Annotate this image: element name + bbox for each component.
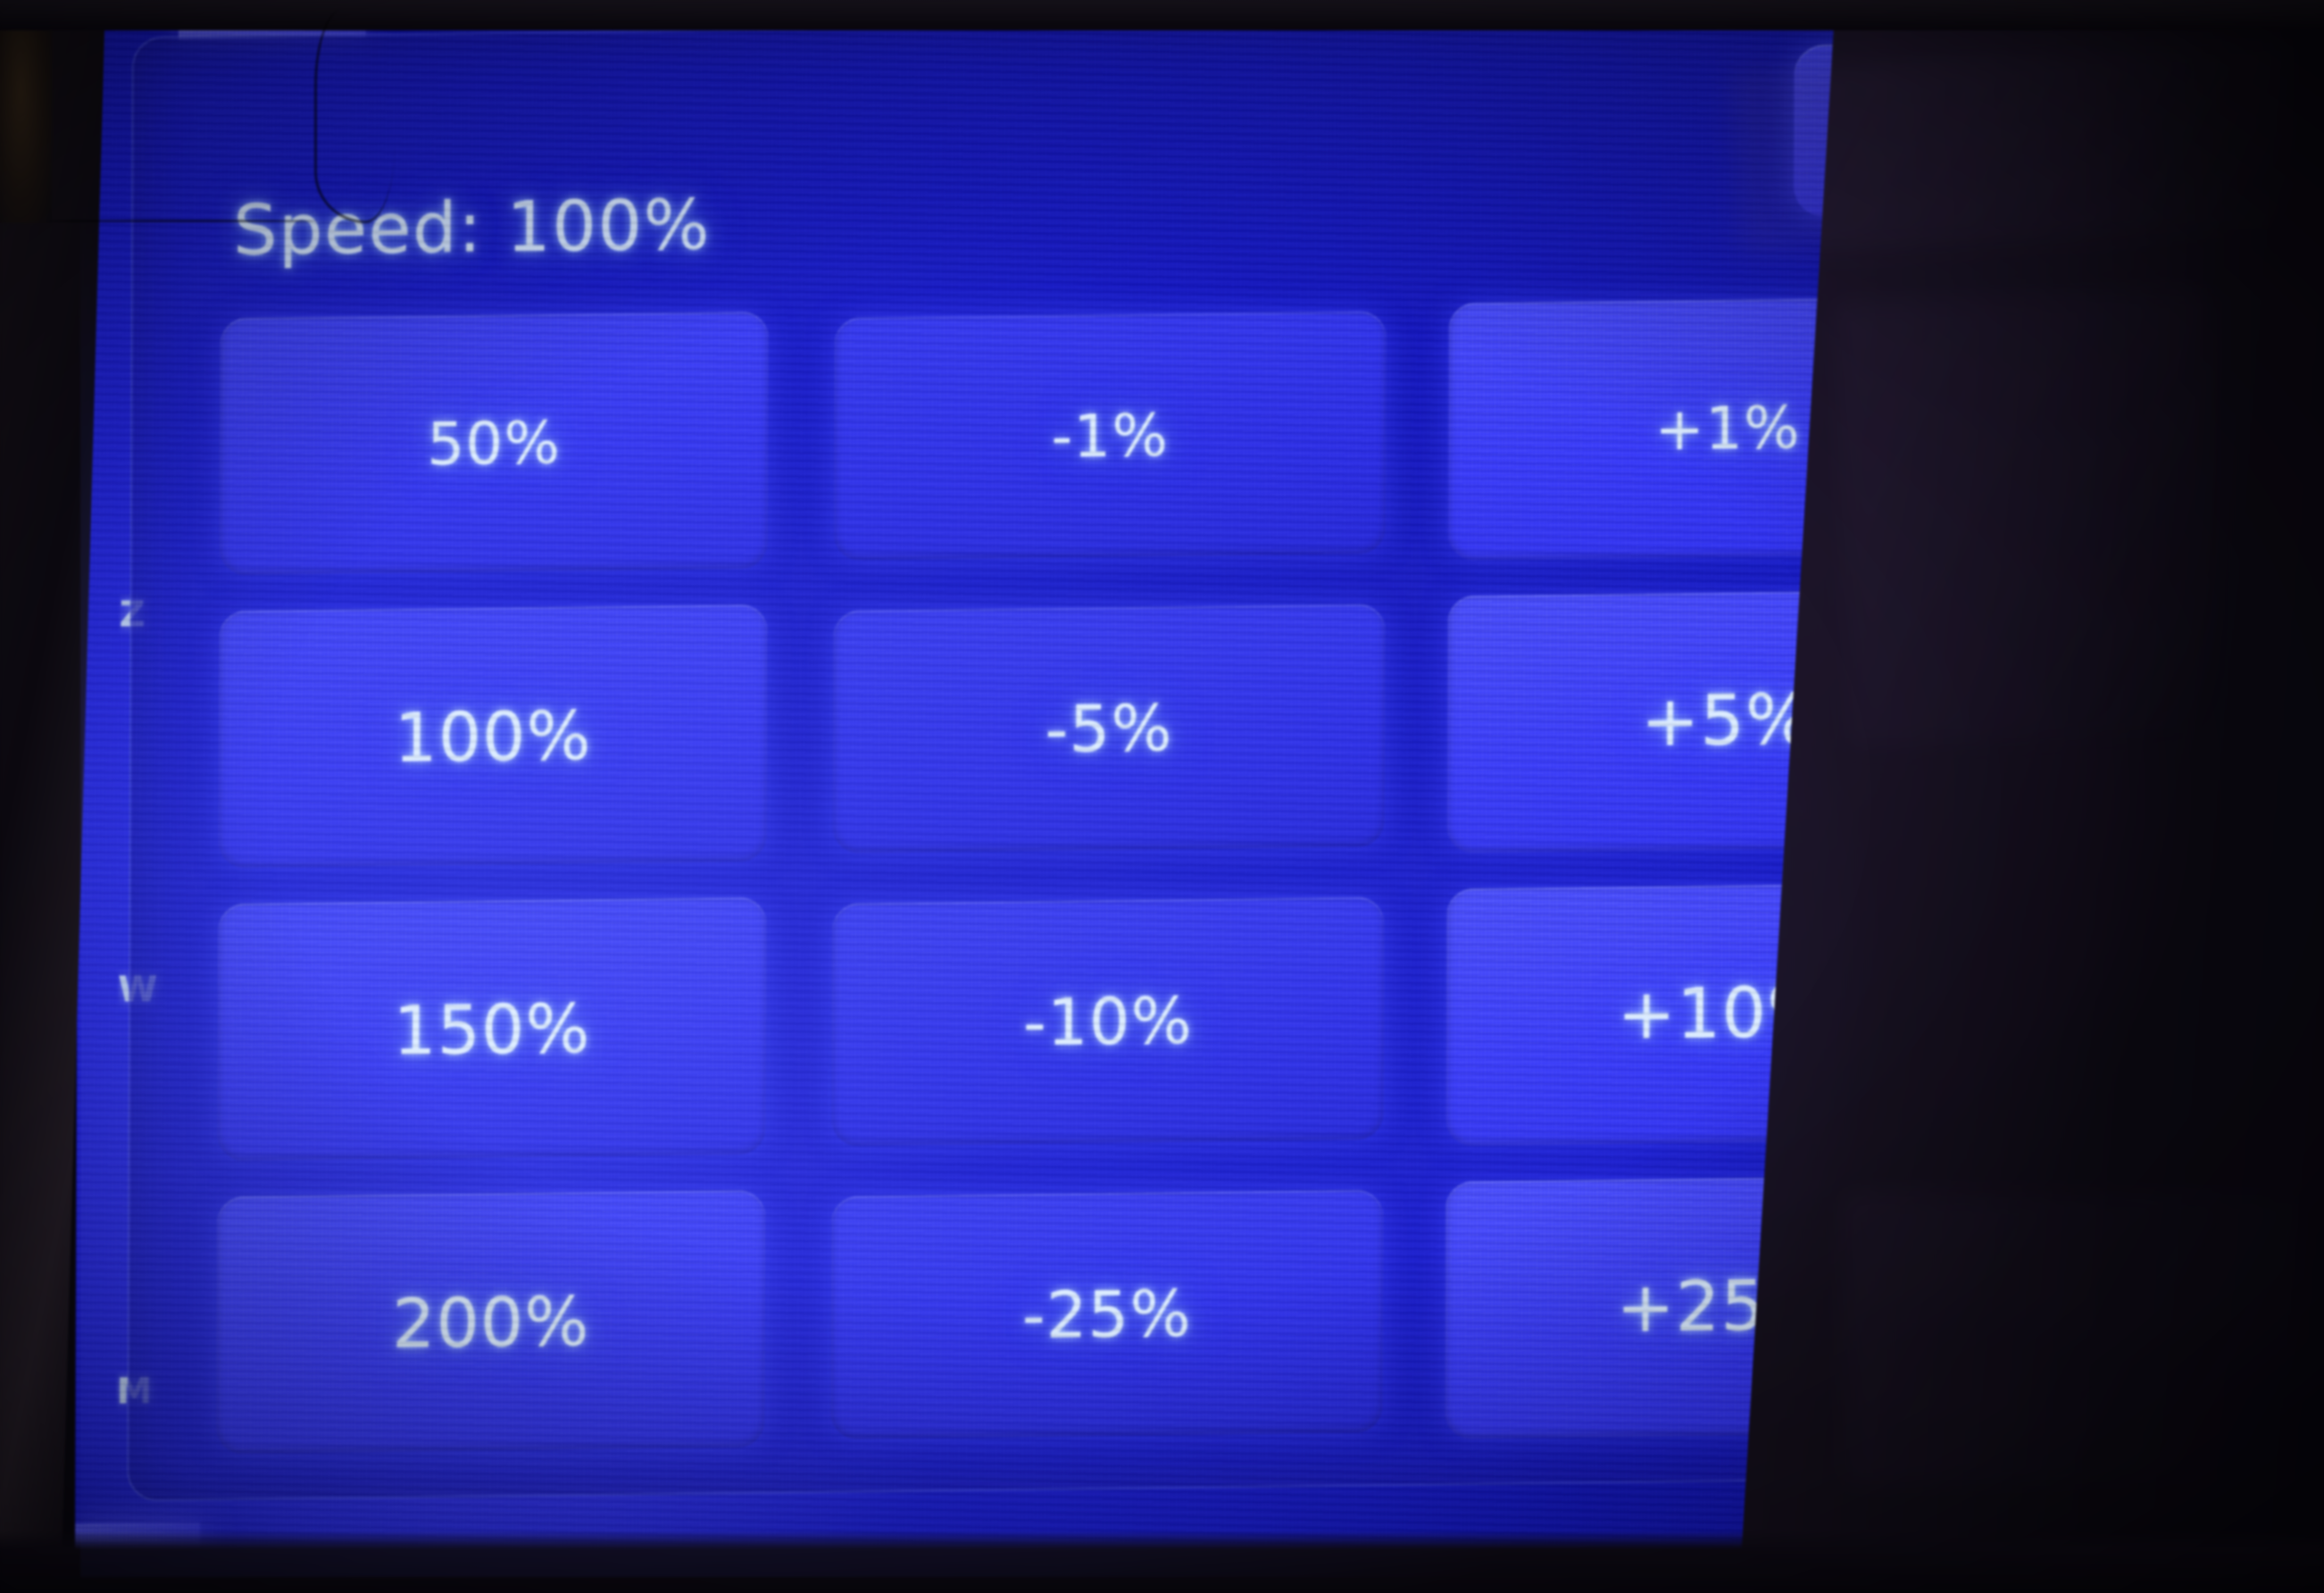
speed-button-label: -10% [1022,982,1194,1061]
speed-button-label: 150% [393,988,591,1071]
speed-button-label: 50% [427,407,562,479]
speed-decrement-5-button[interactable]: -5% [832,604,1386,854]
dialog-title: Speed: 100% [232,185,712,271]
speed-button-label: +5% [1640,680,1813,763]
speed-button-label: 200% [392,1280,590,1364]
speed-preset-100-button[interactable]: 100% [218,604,768,869]
speed-decrement-10-button[interactable]: -10% [831,897,1385,1147]
speed-preset-200-button[interactable]: 200% [216,1189,766,1455]
speed-button-label: +1% [1654,392,1801,463]
speed-button-label: -1% [1051,400,1170,471]
speed-decrement-25-button[interactable]: -25% [830,1189,1384,1439]
speed-button-label: -25% [1021,1275,1192,1354]
bezel-warm-highlight [0,18,52,223]
speed-decrement-1-button[interactable]: -1% [833,311,1387,561]
dialog-header: Speed: 100% [133,15,2086,307]
device-bezel-top [0,0,2324,30]
speed-preset-150-button[interactable]: 150% [217,897,767,1162]
speed-button-grid: 50% -1% +1% 100% -5% +5% [184,283,2032,1466]
speed-button-label: 100% [394,695,592,778]
device-bezel-bottom [0,1530,2324,1593]
speed-button-label: -5% [1045,690,1173,767]
speed-preset-50-button[interactable]: 50% [219,311,769,576]
